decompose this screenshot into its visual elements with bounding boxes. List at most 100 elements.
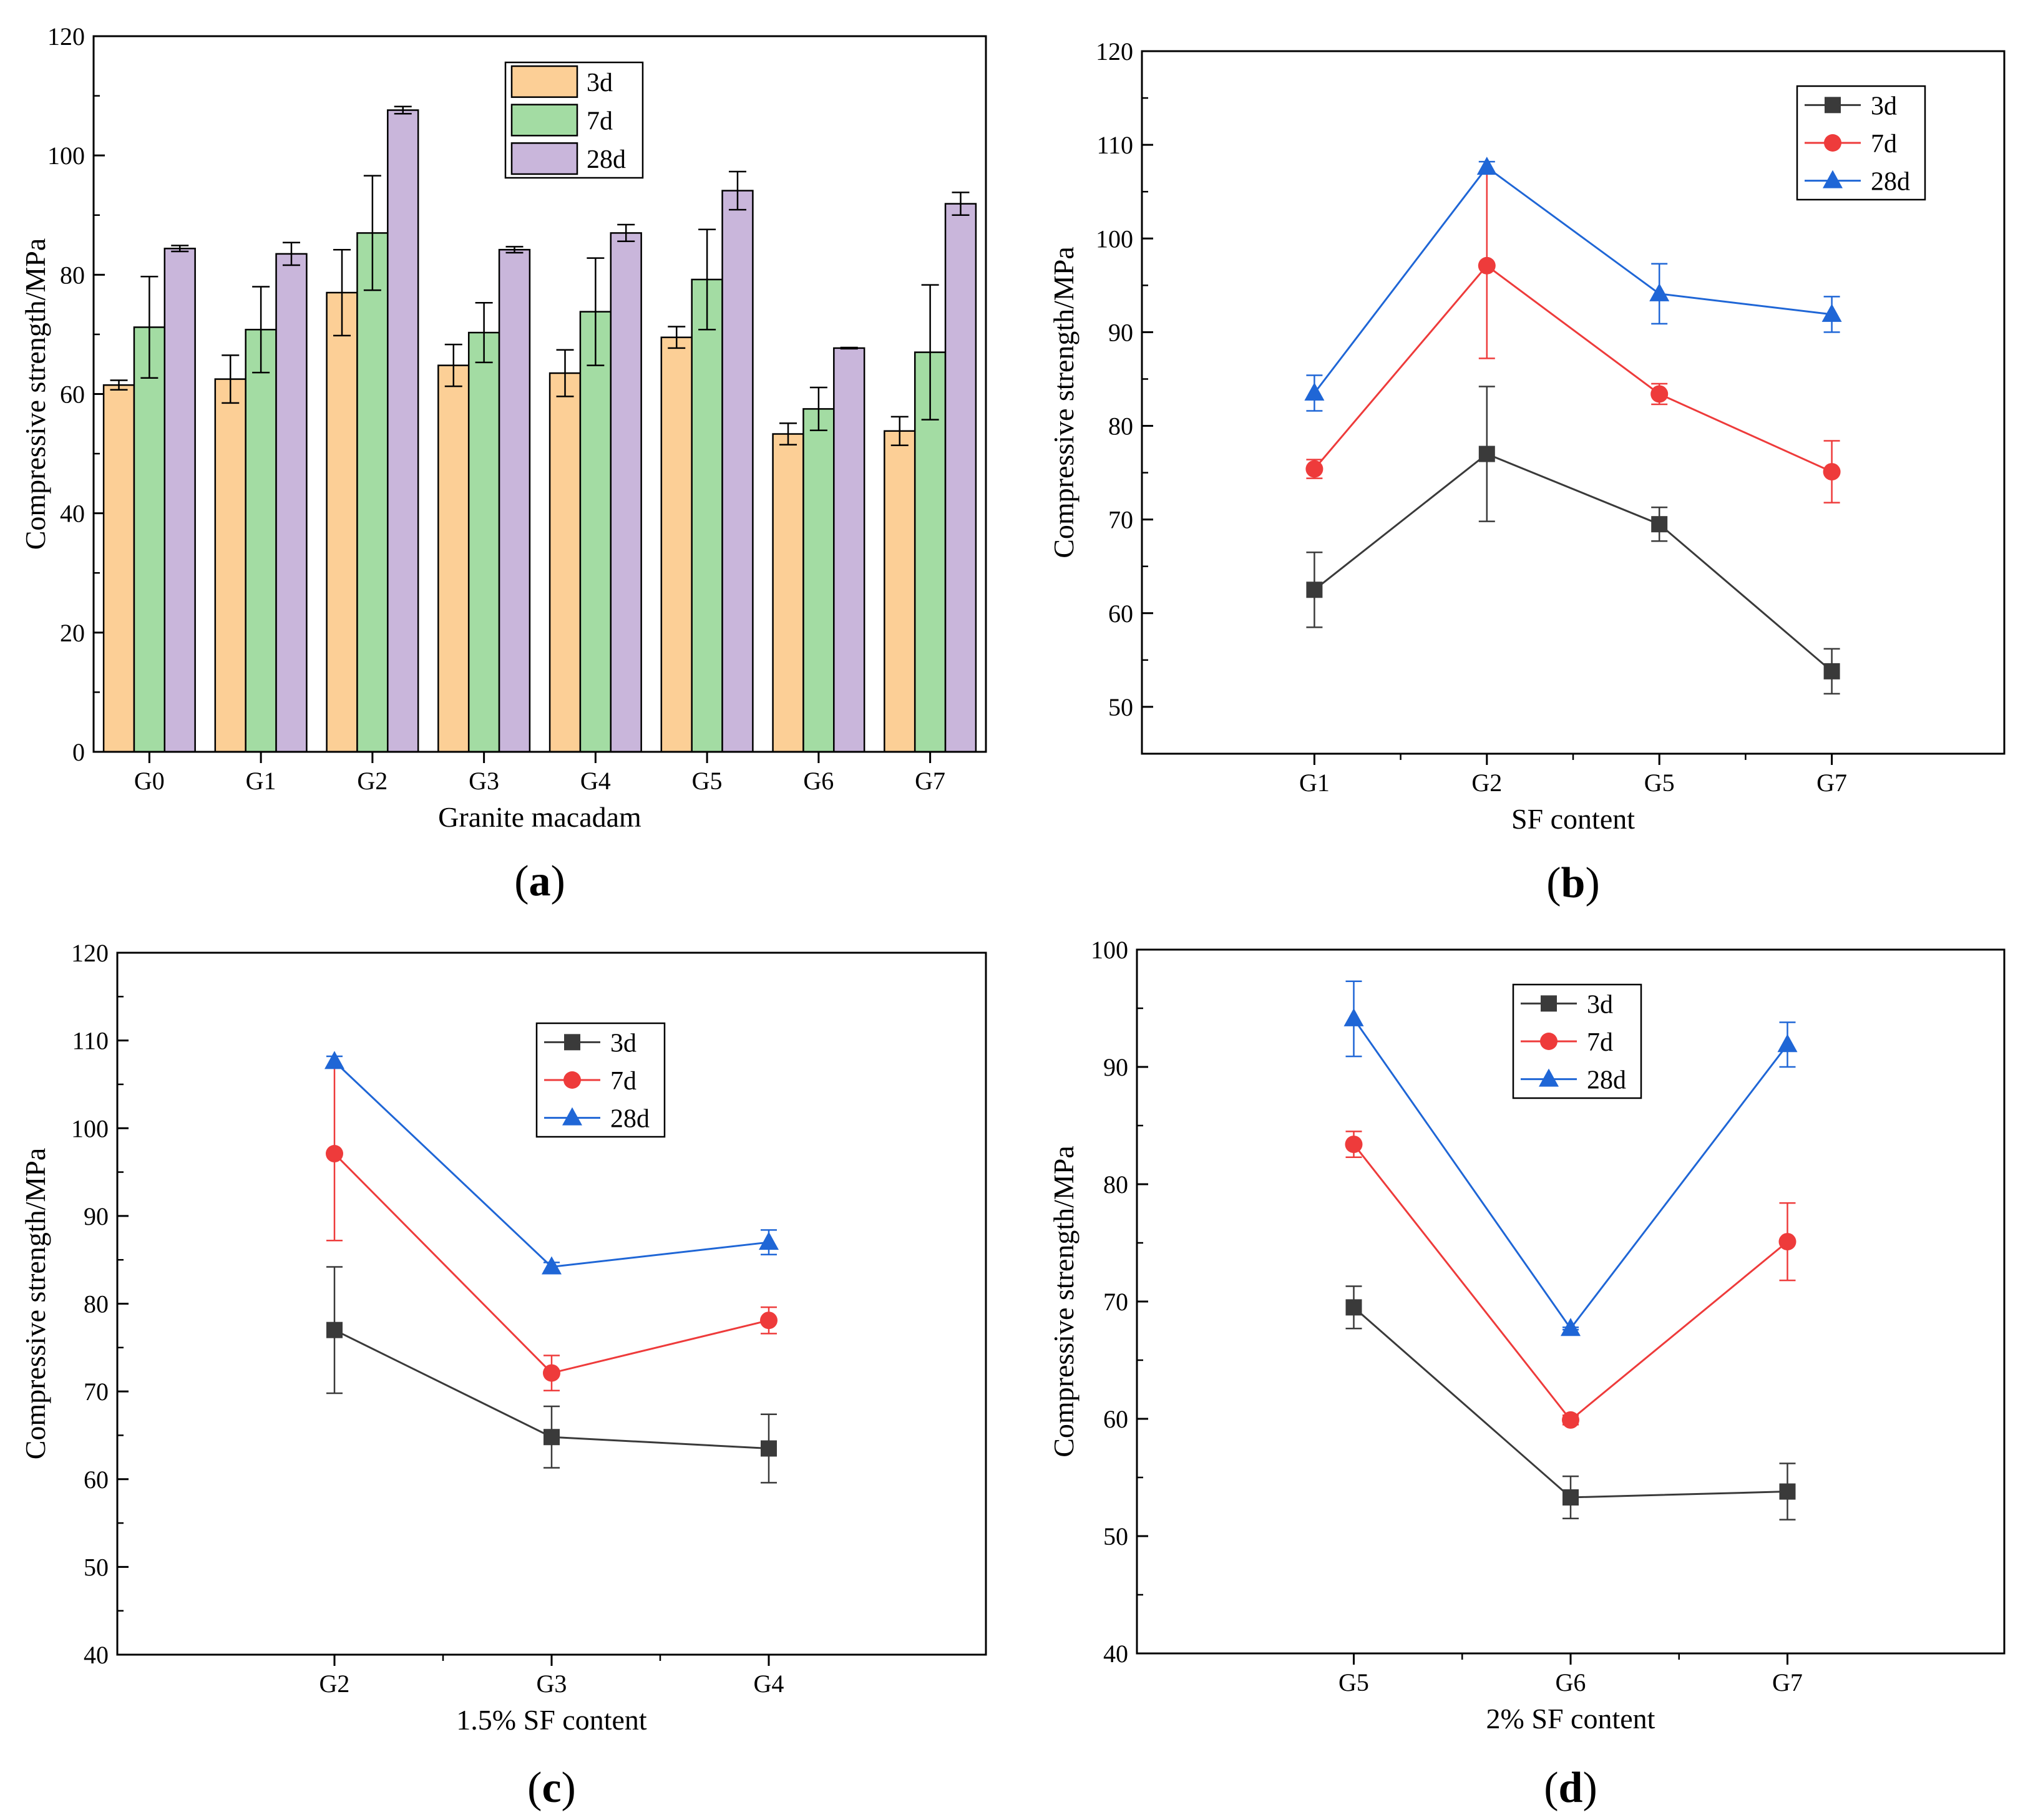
series-line-28d [1314,166,1832,394]
chart-a: 0 20 40 60 80 100 120 G0 G1 G2 G3 G4 G5 G6 G7 Granite m… [19,22,987,905]
x-axis-title: 1.5% SF content [456,1704,647,1736]
bar-7d-G0 [133,326,166,753]
legend-label-7d: 7d [587,107,613,136]
panel-label-letter: a [529,857,551,905]
marker-7d-G7 [1823,463,1841,481]
y-tick-label: 50 [84,1553,109,1581]
legend-swatch-7d [510,104,578,137]
chart-b: 50 60 70 80 90 100 110 120 G1 G2 G5 G7 SF content Com… [1048,37,2006,907]
bar-7d-G4 [579,311,612,753]
y-tick-label: 100 [1091,936,1128,964]
series-line-7d [1314,264,1833,473]
y-tick-label: 70 [84,1378,109,1406]
bar-28d-G4 [610,232,642,753]
bar-3d-G4 [548,372,582,753]
marker-28d-G2 [1476,157,1497,175]
y-tick-label: 50 [1108,693,1133,721]
marker-7d-G6 [1562,1411,1579,1429]
marker-7d-G1 [1305,460,1324,478]
series-line-3d [1314,452,1833,673]
y-tick-label: 50 [1103,1522,1128,1550]
bar-7d-G1 [245,329,277,753]
bar-28d-G6 [833,347,865,753]
legend: 3d 7d 28d [535,1022,666,1138]
y-tick-label: 90 [1103,1053,1128,1081]
plot-frame [116,951,987,1656]
panel-label-paren: ) [1585,859,1599,907]
legend: 3d 7d 28d [504,61,644,179]
x-tick-label: G7 [915,767,945,795]
legend: 3d 7d 28d [1512,983,1642,1099]
panel-label: (c) [527,1764,576,1812]
legend-label-3d: 3d [1871,92,1897,120]
x-tick-label: G7 [1772,1668,1803,1696]
x-tick-label: G1 [1299,769,1330,797]
marker-7d-G7 [1778,1233,1796,1251]
legend-marker-3d [564,1034,580,1051]
panel-label-letter: b [1561,859,1586,907]
bar-3d-G1 [214,378,246,753]
marker-3d-G1 [1306,582,1323,598]
marker-3d-G3 [544,1429,560,1446]
y-tick-label: 110 [1096,131,1133,159]
plot-frame [1136,948,2006,1655]
y-tick-label: 70 [1103,1288,1128,1316]
marker-28d-G6 [1561,1318,1581,1336]
legend-label-28d: 28d [587,145,626,174]
panel-label: (a) [514,857,565,905]
panel-label-paren: ( [1546,859,1561,907]
series-line-7d [1353,1144,1788,1422]
marker-28d-G1 [1304,382,1325,401]
marker-28d-G4 [759,1232,779,1250]
marker-3d-G4 [761,1440,777,1457]
y-axis-title: Compressive strength/MPa [1048,246,1080,558]
legend-label-28d: 28d [610,1105,650,1134]
legend-marker-3d [1541,995,1557,1012]
plot-frame [92,35,987,753]
bar-7d-G6 [802,408,835,753]
marker-3d-G6 [1562,1489,1579,1506]
marker-7d-G2 [326,1145,343,1163]
panel-label-paren: ) [1582,1764,1597,1812]
x-tick-label: G0 [134,767,165,795]
panel-label-letter: c [542,1764,561,1812]
x-tick-label: G6 [803,767,834,795]
panel-label-paren: ) [551,857,565,905]
panel-label-letter: d [1559,1764,1583,1812]
chart-d: 40 50 60 70 80 90 100 G5 G6 G7 2% SF content Compre… [1048,936,2006,1812]
bar-28d-G7 [944,203,977,753]
marker-7d-G5 [1345,1136,1363,1154]
marker-3d-G2 [326,1321,343,1338]
x-axis-title: Granite macadam [438,801,641,833]
y-tick-label: 80 [1108,412,1133,440]
y-tick-label: 40 [84,1641,109,1669]
bar-28d-G2 [387,109,419,753]
bar-3d-G2 [326,291,358,753]
x-tick-label: G1 [246,767,276,795]
x-axis-title: 2% SF content [1486,1703,1655,1735]
x-tick-label: G4 [754,1670,784,1698]
marker-7d-G2 [1478,256,1496,275]
x-tick-label: G5 [1338,1668,1369,1696]
y-tick-label: 60 [60,381,85,409]
legend-swatch-3d [510,65,578,98]
x-tick-label: G7 [1816,769,1847,797]
legend-label-7d: 7d [610,1067,636,1096]
panel-label-paren: ( [514,857,529,905]
legend-label-3d: 3d [587,69,613,97]
y-tick-label: 60 [1103,1405,1128,1433]
x-tick-label: G2 [319,1670,350,1698]
bar-3d-G3 [437,364,470,753]
legend-marker-7d [1540,1033,1558,1050]
bar-28d-G0 [163,248,196,753]
marker-28d-G2 [324,1051,344,1069]
bar-7d-G3 [467,331,500,753]
y-axis-title: Compressive strength/MPa [19,1148,51,1460]
legend-label-7d: 7d [1587,1028,1613,1057]
y-axis-title: Compressive strength/MPa [1048,1146,1080,1457]
legend-marker-28d [1823,170,1843,188]
legend-marker-3d [1825,97,1841,114]
bar-7d-G5 [691,278,723,753]
legend: 3d 7d 28d [1796,85,1926,201]
y-tick-label: 100 [1096,225,1133,253]
